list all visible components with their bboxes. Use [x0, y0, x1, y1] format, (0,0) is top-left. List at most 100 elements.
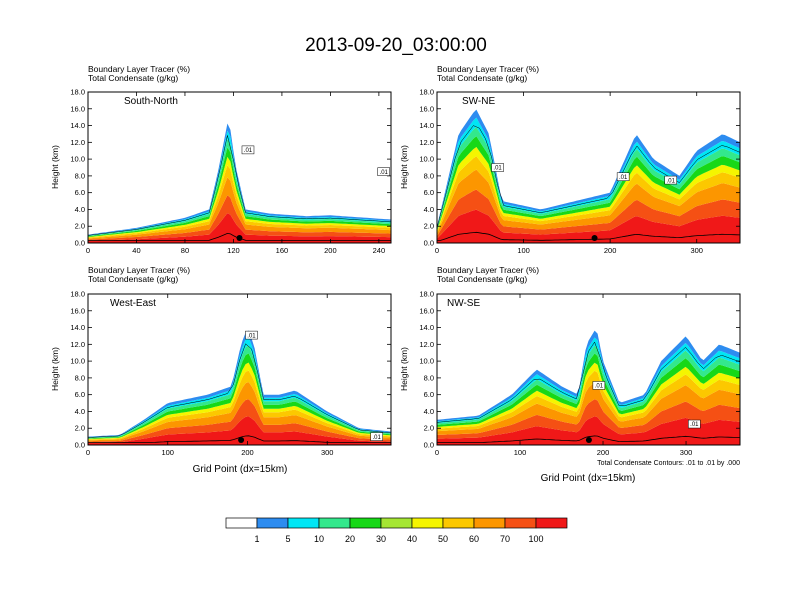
contour-label: .01 [493, 166, 502, 172]
plot-area: .01 .01 0.0 2.0 4.0 6.0 8.0 10.0 12.0 14.0 16.0 18.… [70, 88, 392, 255]
storm-center-marker [238, 436, 245, 443]
contour-label: .01 [247, 333, 256, 339]
contour-label-box [664, 175, 677, 185]
tracer-band [437, 156, 740, 234]
x-tick-label: 300 [321, 448, 334, 457]
y-tick-label: 0.0 [75, 441, 85, 450]
plot-frame [436, 91, 741, 244]
contour-label-box [370, 432, 383, 441]
y-tick-label: 18.0 [419, 290, 434, 299]
contour-label: .01 [595, 384, 604, 390]
y-tick-label: 6.0 [75, 390, 85, 399]
panel-section-label: South-North [124, 96, 178, 107]
y-tick-label: 4.0 [75, 205, 85, 214]
y-axis-label: Height (km) [399, 347, 409, 391]
panel-nw-se: Boundary Layer Tracer (%) Total Condensa… [399, 265, 741, 484]
y-tick-label: 4.0 [75, 407, 85, 416]
contour-label-box [592, 381, 606, 390]
tracer-band [437, 147, 740, 233]
plot-frame [436, 293, 741, 446]
tracer-band [437, 353, 740, 427]
y-tick-label: 16.0 [419, 104, 434, 113]
contour-label: .01 [667, 178, 676, 184]
y-tick-label: 10.0 [70, 357, 85, 366]
colorbar: 1 5 10 20 30 40 50 60 70 100 [225, 517, 568, 544]
tracer-band [437, 136, 740, 231]
panel-west-east: Boundary Layer Tracer (%) Total Condensa… [50, 265, 392, 475]
colorbar-swatch [411, 517, 444, 529]
y-axis-label: Height (km) [50, 347, 60, 391]
y-tick-label: 12.0 [419, 340, 434, 349]
panel-section-label: NW-SE [447, 298, 480, 309]
x-tick-label: 0 [86, 246, 90, 255]
y-tick-label: 14.0 [419, 121, 434, 130]
colorbar-swatch [442, 517, 475, 529]
contour-label: .01 [244, 148, 253, 154]
y-tick-label: 0.0 [75, 239, 85, 248]
y-tick-label: 18.0 [70, 290, 85, 299]
tracer-band [437, 189, 740, 239]
tracer-band [88, 362, 391, 440]
x-tick-label: 0 [435, 246, 439, 255]
contour-note: Total Condensate Contours: .01 to .01 by… [597, 460, 740, 467]
colorbar-swatch [318, 517, 351, 529]
x-axis-label: Grid Point (dx=15km) [193, 464, 288, 475]
condensate-contour [436, 341, 741, 423]
y-tick-label: 0.0 [424, 441, 434, 450]
contour-label-box [241, 145, 255, 155]
tracer-band [88, 195, 391, 241]
condensate-contour [87, 135, 392, 236]
x-tick-label: 300 [690, 246, 703, 255]
tracer-band [88, 337, 391, 438]
y-tick-label: 14.0 [70, 121, 85, 130]
y-tick-label: 4.0 [424, 407, 434, 416]
x-tick-label: 120 [227, 246, 240, 255]
y-tick-label: 6.0 [75, 188, 85, 197]
colorbar-swatch [473, 517, 506, 529]
tracer-band [437, 399, 740, 439]
x-tick-label: 200 [597, 448, 610, 457]
contour-label-box [616, 172, 630, 181]
contour-label: .01 [619, 175, 628, 181]
plot-area: .01 .01 .01 0.0 2.0 4.0 6.0 8.0 10.0 12.0 14.0 16.0… [419, 88, 741, 255]
tracer-band [437, 127, 740, 230]
y-tick-label: 12.0 [70, 340, 85, 349]
panel-sw-ne: Boundary Layer Tracer (%) Total Condensa… [399, 64, 741, 255]
panel-header-line2: Total Condensate (g/kg) [437, 73, 527, 83]
y-tick-label: 8.0 [75, 171, 85, 180]
contour-label: .01 [380, 170, 389, 176]
contour-label: .01 [372, 435, 381, 441]
x-tick-label: 100 [161, 448, 174, 457]
y-tick-label: 10.0 [419, 155, 434, 164]
tracer-band [437, 209, 740, 243]
contour-label-box [377, 167, 390, 176]
colorbar-swatch [349, 517, 382, 529]
panel-header-line1: Boundary Layer Tracer (%) [88, 64, 190, 74]
plot-frame [87, 293, 392, 446]
y-tick-label: 10.0 [70, 155, 85, 164]
x-tick-label: 200 [324, 246, 337, 255]
y-axis-label: Height (km) [50, 145, 60, 189]
colorbar-label: 100 [528, 534, 543, 544]
tracer-band [437, 345, 740, 425]
panel-header-line2: Total Condensate (g/kg) [437, 274, 527, 284]
panel-header-line1: Boundary Layer Tracer (%) [437, 265, 539, 275]
y-tick-label: 16.0 [70, 306, 85, 315]
contour-label-box [245, 330, 258, 340]
contour-label: .01 [690, 422, 699, 428]
colorbar-swatch [287, 517, 320, 529]
tracer-band [437, 370, 740, 432]
contour-label-box [491, 163, 504, 172]
y-tick-label: 2.0 [75, 222, 85, 231]
x-tick-label: 240 [373, 246, 386, 255]
y-tick-label: 4.0 [424, 205, 434, 214]
plot-area: .01 .01 0.0 2.0 4.0 6.0 8.0 10.0 12.0 14.0 16.0 18.… [70, 290, 392, 457]
tracer-band [437, 362, 740, 429]
y-tick-label: 18.0 [419, 88, 434, 97]
y-tick-label: 14.0 [419, 323, 434, 332]
y-tick-label: 8.0 [424, 171, 434, 180]
x-tick-label: 40 [132, 246, 140, 255]
colorbar-label: 70 [500, 534, 510, 544]
y-tick-label: 6.0 [424, 188, 434, 197]
y-tick-label: 8.0 [75, 373, 85, 382]
